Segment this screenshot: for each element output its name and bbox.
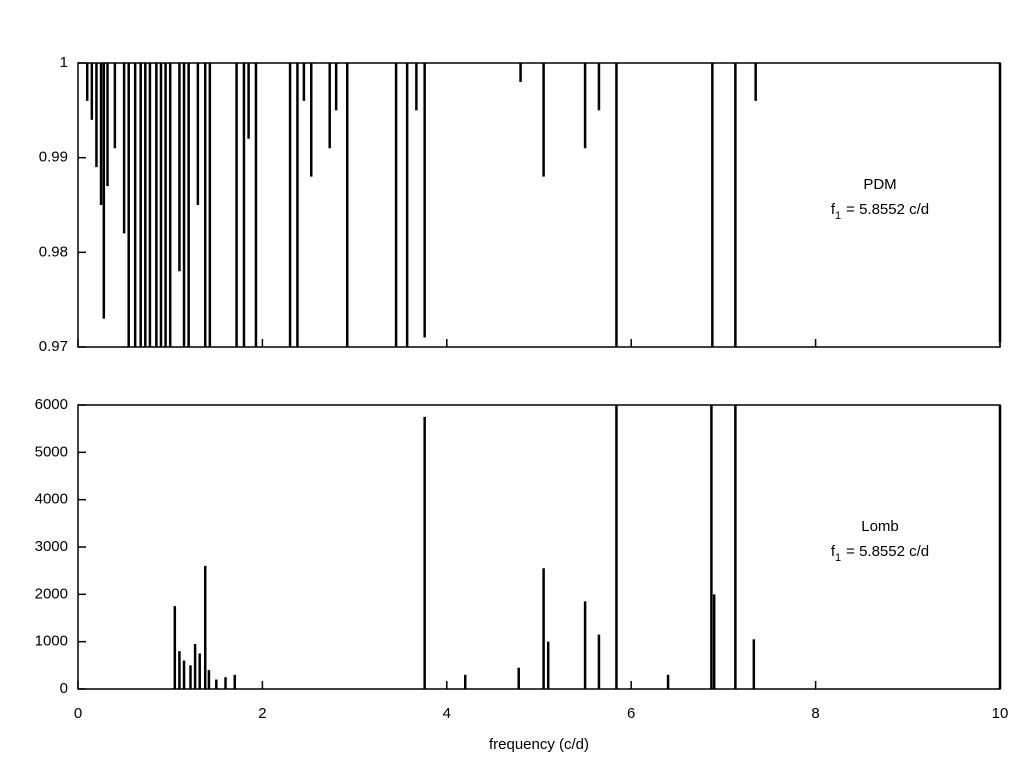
x-tick-label: 6 — [627, 705, 635, 722]
y-tick-label: 0.98 — [39, 243, 68, 260]
y-tick-label: 6000 — [35, 396, 68, 413]
y-tick-label: 0.99 — [39, 149, 68, 166]
y-tick-label: 3000 — [35, 538, 68, 555]
y-tick-label: 0 — [60, 680, 68, 697]
annotation-text: Lomb — [861, 518, 899, 535]
x-tick-label: 4 — [443, 705, 451, 722]
x-axis-label: frequency (c/d) — [489, 736, 589, 753]
annotation-text: f — [831, 201, 836, 218]
y-tick-label: 4000 — [35, 491, 68, 508]
x-tick-label: 0 — [74, 705, 82, 722]
annotation: f1 = 5.8552 c/d — [831, 543, 929, 564]
annotation-text: f — [831, 543, 836, 560]
annotation-rest: = 5.8552 c/d — [846, 201, 929, 218]
annotation: PDM — [863, 176, 896, 193]
annotation: Lomb — [861, 518, 899, 535]
annotation-text: PDM — [863, 176, 896, 193]
annotation-subscript: 1 — [835, 552, 841, 564]
annotation-rest: = 5.8552 c/d — [846, 543, 929, 560]
annotation: f1 = 5.8552 c/d — [831, 201, 929, 222]
y-tick-label: 5000 — [35, 443, 68, 460]
y-tick-label: 0.97 — [39, 338, 68, 355]
annotation-subscript: 1 — [835, 210, 841, 222]
x-tick-label: 10 — [992, 705, 1009, 722]
y-tick-label: 2000 — [35, 585, 68, 602]
x-tick-label: 2 — [258, 705, 266, 722]
y-tick-label: 1 — [60, 54, 68, 71]
y-tick-label: 1000 — [35, 633, 68, 650]
x-tick-label: 8 — [811, 705, 819, 722]
